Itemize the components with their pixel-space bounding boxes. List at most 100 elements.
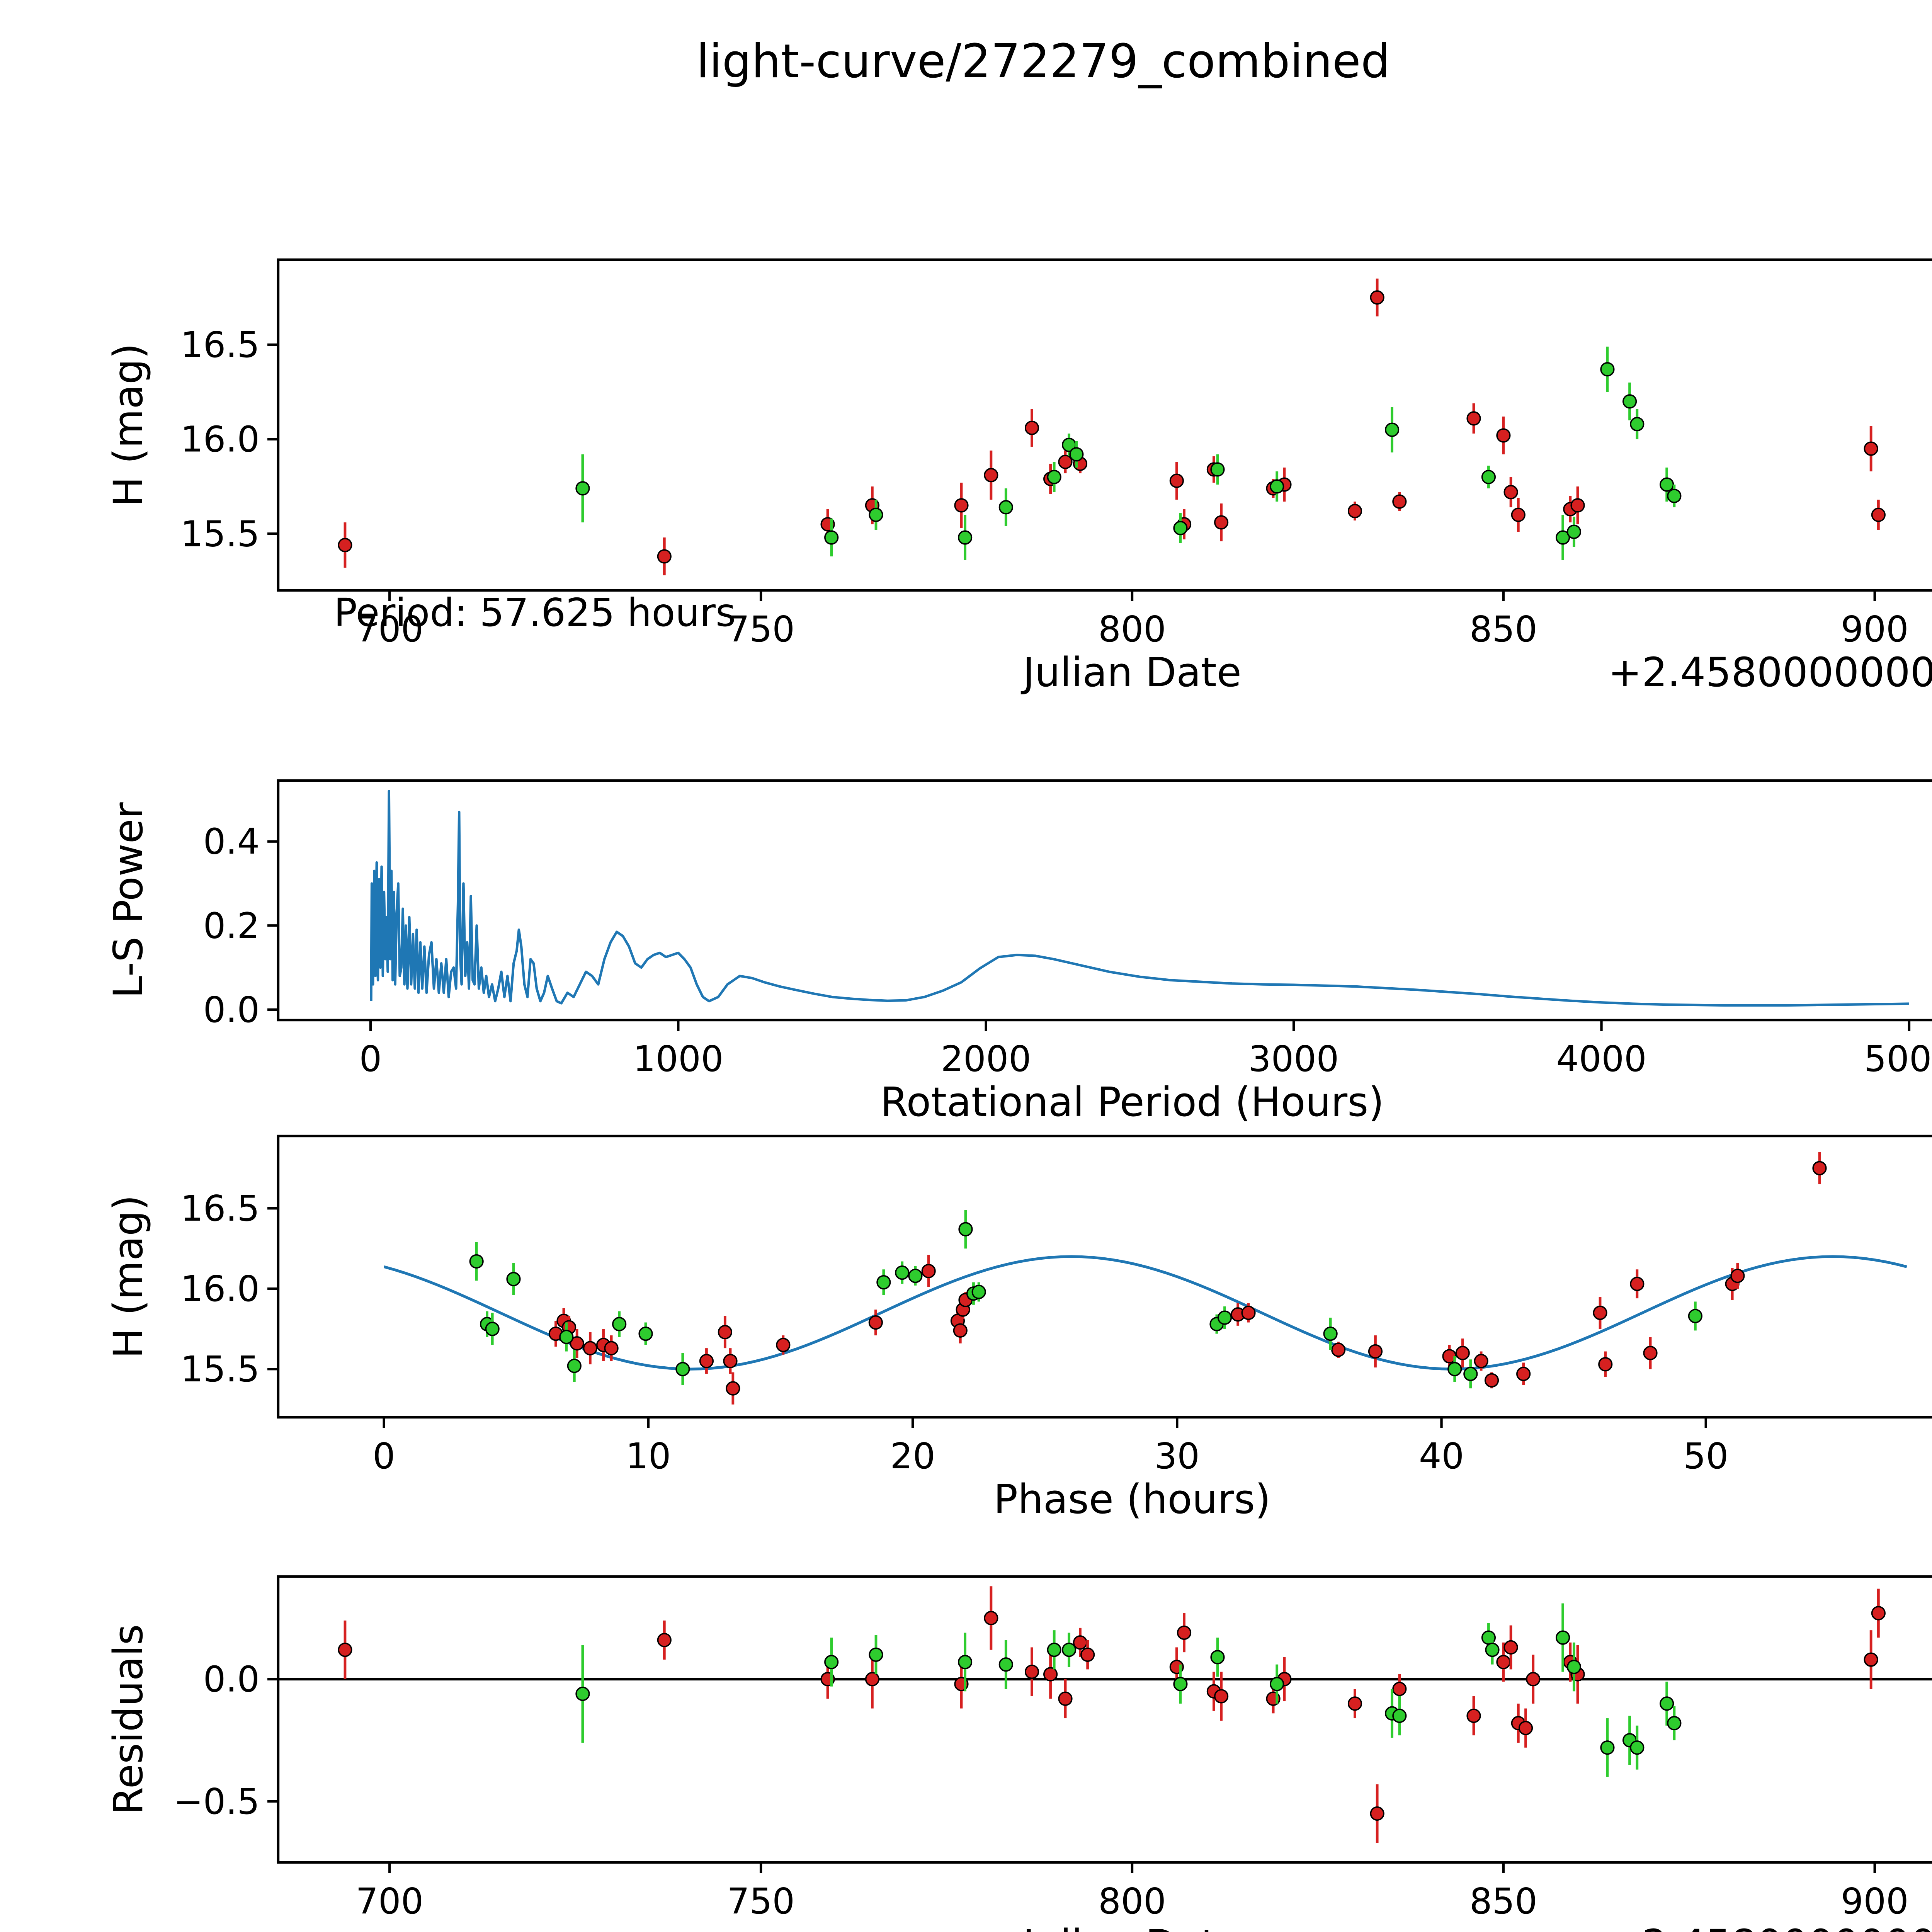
data-point — [1370, 1806, 1384, 1821]
data-point — [958, 1655, 973, 1669]
y-axis: 15.5 16.0 16.5 H (mag) — [105, 1188, 278, 1390]
data-point — [958, 530, 973, 545]
y-tick-label: 0.0 — [203, 989, 260, 1031]
data-point — [1368, 1344, 1383, 1359]
data-point — [908, 1269, 923, 1283]
data-point — [1466, 411, 1481, 426]
data-point — [876, 1275, 891, 1290]
x-axis: 700 750 800 850 900 Julian Date +2.4580000000e… — [355, 1862, 1932, 1932]
x-tick-label: 10 — [626, 1435, 671, 1477]
data-point — [1518, 1721, 1533, 1735]
data-point — [1630, 1740, 1645, 1755]
data-point — [1385, 422, 1400, 437]
data-point — [718, 1325, 732, 1340]
x-axis-label: Rotational Period (Hours) — [880, 1078, 1384, 1126]
y-axis: 15.5 16.0 16.5 H (mag) — [105, 324, 278, 554]
data-point — [1047, 469, 1061, 485]
data-point — [1660, 477, 1674, 492]
data-point — [338, 537, 352, 553]
data-point — [1173, 1677, 1188, 1691]
data-point — [1511, 507, 1526, 522]
data-point — [1392, 1682, 1407, 1696]
data-point — [869, 1647, 883, 1662]
data-point — [984, 468, 998, 483]
axes-frame — [277, 1575, 1932, 1864]
data-point — [506, 1272, 521, 1286]
y-axis-label: H (mag) — [105, 1195, 152, 1358]
data-point — [1241, 1306, 1256, 1320]
series-green-filter — [469, 1210, 1702, 1389]
x-tick-label: 700 — [355, 1881, 423, 1922]
y-axis: 0.0 0.2 0.4 L-S Power — [105, 802, 278, 1031]
data-point — [953, 1323, 968, 1338]
data-point — [1556, 530, 1570, 545]
data-point — [1069, 447, 1084, 462]
data-point — [657, 549, 672, 564]
data-point — [1667, 488, 1682, 503]
data-point — [1688, 1309, 1702, 1323]
x-tick-label: 700 — [355, 609, 423, 650]
data-point — [1217, 1310, 1232, 1325]
phased-lightcurve-plot: 0102030405060Phase (hours)15.516.016.5H … — [105, 1134, 1932, 1523]
x-tick-label: 5000 — [1864, 1038, 1932, 1080]
data-point — [1503, 1640, 1518, 1655]
x-tick-label: 900 — [1841, 1881, 1909, 1922]
data-point — [1270, 1677, 1284, 1691]
data-point — [1516, 1367, 1531, 1381]
data-point — [1871, 507, 1886, 522]
y-tick-label: 16.5 — [180, 324, 260, 366]
data-point — [723, 1354, 738, 1368]
x-tick-label: 30 — [1155, 1435, 1200, 1477]
x-axis: 700 750 800 850 900 Julian Date +2.4580000000e… — [355, 590, 1932, 696]
data-point — [1331, 1342, 1346, 1357]
data-point — [1177, 1625, 1192, 1640]
data-point — [1210, 1650, 1225, 1665]
y-tick-label: 16.5 — [180, 1188, 260, 1229]
data-point — [570, 1336, 584, 1351]
x-tick-label: 800 — [1098, 609, 1166, 650]
data-point — [984, 1611, 998, 1626]
data-point — [1556, 1630, 1570, 1645]
series-red-filter — [338, 278, 1886, 575]
data-point — [1485, 1643, 1500, 1657]
data-point — [1593, 1306, 1607, 1320]
data-point — [1062, 1643, 1077, 1657]
x-axis-offset-text: +2.4580000000e6 — [1608, 1921, 1932, 1932]
period-annotation: Period: 57.625 hours — [334, 590, 736, 635]
residuals-plot: 700 750 800 850 900 Julian Date +2.4580000000e… — [105, 1575, 1932, 1932]
data-point — [1347, 503, 1362, 519]
y-axis-label: L-S Power — [105, 802, 152, 998]
data-point — [1463, 1367, 1478, 1381]
data-point — [1566, 1660, 1582, 1674]
series-red-filter — [548, 1152, 1827, 1405]
y-tick-label: 0.4 — [203, 821, 260, 862]
x-tick-label: 0 — [372, 1435, 395, 1477]
y-tick-label: 16.0 — [180, 1268, 260, 1310]
data-point — [1484, 1373, 1499, 1388]
data-point — [1481, 469, 1496, 485]
data-point — [1667, 1716, 1682, 1731]
axes-frame — [277, 258, 1932, 592]
data-point — [1058, 1691, 1073, 1706]
series-red-filter — [338, 1586, 1886, 1843]
data-point — [824, 530, 839, 545]
data-point — [1173, 520, 1188, 536]
x-tick-label: 800 — [1098, 1881, 1166, 1922]
data-point — [1169, 473, 1184, 488]
y-tick-label: 0.0 — [203, 1659, 260, 1700]
data-point — [1080, 1647, 1095, 1662]
data-point — [971, 1284, 986, 1299]
data-point — [1622, 394, 1637, 409]
x-axis-label: Julian Date — [1020, 1921, 1242, 1932]
data-point — [1864, 1652, 1878, 1667]
axes-frame — [277, 1134, 1932, 1419]
data-point — [567, 1359, 582, 1373]
data-point — [1503, 485, 1518, 500]
data-point — [1210, 462, 1225, 477]
x-axis-label: Phase (hours) — [993, 1476, 1270, 1523]
data-point — [895, 1265, 910, 1280]
data-point — [1871, 1606, 1886, 1621]
data-point — [1466, 1708, 1481, 1723]
x-axis: 0102030405060Phase (hours) — [372, 1417, 1728, 1523]
data-point — [485, 1321, 500, 1336]
